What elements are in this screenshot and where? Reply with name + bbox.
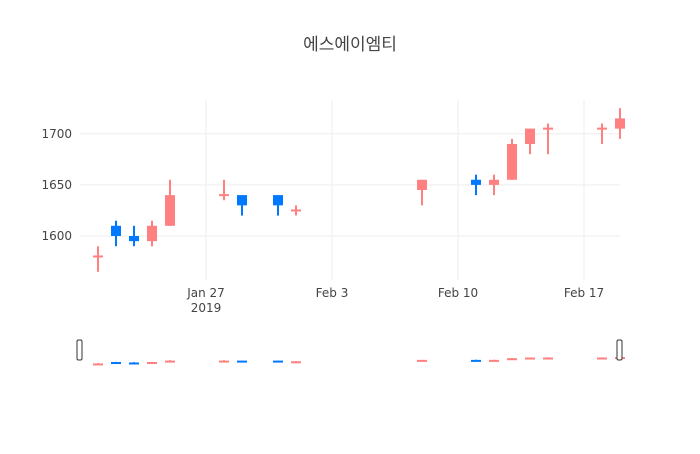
slider-candle-body (489, 359, 499, 362)
candle-increasing[interactable] (219, 179, 229, 201)
slider-candle (93, 362, 103, 366)
slider-handle-left[interactable] (76, 339, 83, 361)
candle-increasing[interactable] (525, 128, 535, 155)
slider-candle-body (543, 357, 553, 360)
slider-candle (165, 359, 175, 363)
slider-candle-body (93, 363, 103, 366)
candle-increasing[interactable] (417, 179, 427, 206)
candle-body (615, 118, 625, 129)
chart-title: 에스에이엠티 (303, 35, 397, 55)
candle-decreasing[interactable] (129, 225, 139, 247)
candle-layer[interactable] (93, 108, 625, 272)
candle-increasing[interactable] (165, 179, 175, 226)
candle-body (525, 128, 535, 144)
slider-candle-body (165, 360, 175, 363)
slider-candle-body (219, 360, 229, 363)
candle-decreasing[interactable] (237, 195, 247, 216)
candle-increasing[interactable] (543, 123, 553, 155)
y-tick-label: 1650 (41, 178, 72, 192)
x-tick-label: Jan 27 (186, 286, 225, 300)
candle-decreasing[interactable] (111, 220, 121, 247)
slider-candle (291, 361, 301, 364)
slider-candle-body (129, 362, 139, 365)
candle-body (93, 255, 103, 258)
candle-increasing[interactable] (489, 174, 499, 196)
candle-body (219, 194, 229, 197)
y-tick-label: 1600 (41, 229, 72, 243)
candle-increasing[interactable] (291, 205, 301, 216)
candle-body (129, 236, 139, 242)
candle-body (507, 143, 517, 180)
candle-body (597, 127, 607, 130)
slider-candle (417, 359, 427, 362)
x-tick-label: Feb 17 (564, 286, 604, 300)
slider-candle (489, 359, 499, 362)
slider-candle-body (417, 359, 427, 362)
candle-increasing[interactable] (597, 123, 607, 144)
candle-body (471, 179, 481, 185)
candle-body (165, 195, 175, 226)
slider-candle (507, 357, 517, 361)
y-tick-label: 1700 (41, 127, 72, 141)
slider-candle (111, 361, 121, 365)
slider-candle (543, 357, 553, 360)
slider-candle-body (525, 357, 535, 360)
slider-candle-body (291, 361, 301, 364)
slider-candle-body (147, 362, 157, 365)
range-slider[interactable] (76, 339, 625, 366)
slider-candle-body (273, 360, 283, 363)
slider-candle (129, 362, 139, 365)
candle-increasing[interactable] (507, 138, 517, 180)
slider-candle (273, 360, 283, 363)
slider-candle (147, 361, 157, 365)
slider-candle-body (111, 362, 121, 365)
candle-increasing[interactable] (93, 246, 103, 272)
candle-body (543, 127, 553, 130)
candle-body (489, 179, 499, 185)
slider-candle (219, 359, 229, 363)
candle-decreasing[interactable] (471, 174, 481, 196)
candle-increasing[interactable] (615, 108, 625, 139)
slider-candle-body (507, 358, 517, 361)
slider-candle-body (237, 360, 247, 363)
candle-body (417, 179, 427, 190)
grid-layer (80, 100, 620, 280)
candle-increasing[interactable] (147, 220, 157, 247)
candle-body (147, 225, 157, 242)
x-tick-label: Feb 3 (316, 286, 349, 300)
slider-candle (237, 360, 247, 363)
candle-body (291, 209, 301, 212)
slider-candle-body (471, 359, 481, 362)
x-tick-sublabel: 2019 (191, 301, 222, 315)
candle-decreasing[interactable] (273, 195, 283, 216)
x-tick-label: Feb 10 (438, 286, 478, 300)
slider-candle (597, 357, 607, 360)
candle-body (273, 195, 283, 206)
slider-candle (471, 359, 481, 362)
slider-candle-body (597, 357, 607, 360)
slider-candle (525, 357, 535, 360)
candle-body (111, 225, 121, 237)
candle-body (237, 195, 247, 206)
slider-handle-right[interactable] (616, 339, 623, 361)
